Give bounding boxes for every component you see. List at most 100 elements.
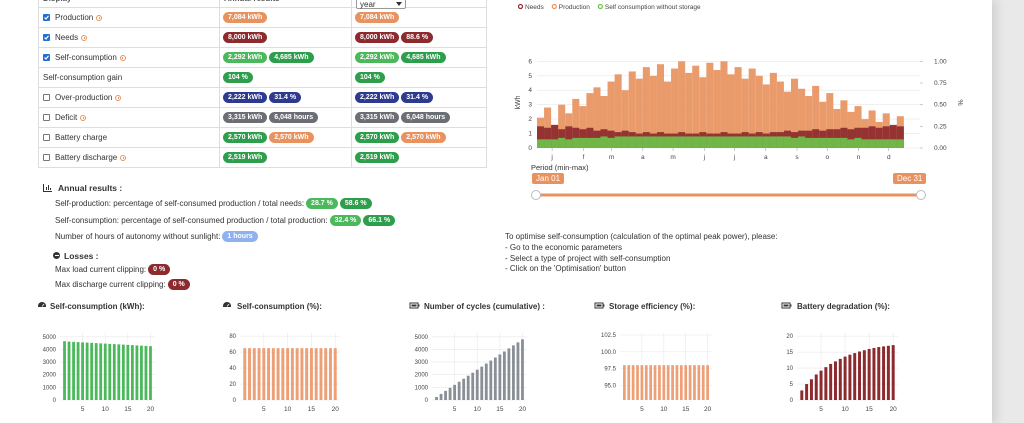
data-bar: [649, 75, 657, 148]
label-cell: Battery discharge: [38, 148, 220, 167]
data-bar: [572, 137, 580, 148]
badge: 6,048 hours: [401, 112, 451, 123]
bar: [858, 351, 862, 400]
data-bar: [805, 137, 813, 148]
badge: 4,685 kWh: [401, 52, 446, 63]
bar: [833, 361, 837, 400]
data-bar: [812, 137, 820, 148]
y-tick-label: 97.5: [604, 367, 616, 373]
y-tick-label: 95.0: [604, 383, 616, 389]
data-bar: [868, 139, 876, 148]
badge: 7,084 kWh: [223, 12, 268, 23]
data-bar: [642, 136, 650, 148]
bar: [305, 348, 309, 400]
x-tick-label: a: [764, 154, 768, 161]
badge: 66.1 %: [363, 214, 396, 226]
row-label: Self-consumption gain: [43, 73, 123, 82]
badge: 4,685 kWh: [269, 52, 314, 63]
data-bar: [776, 136, 784, 148]
annual-line: Self-consumption: percentage of self-con…: [55, 214, 397, 226]
data-bar: [720, 136, 728, 148]
table-row: Self-consumption gain 104 % 104 %: [38, 68, 487, 88]
bar: [493, 357, 497, 400]
y-tick-label: 1: [528, 131, 532, 138]
data-bar: [558, 104, 566, 148]
data-bar: [882, 126, 890, 148]
checkbox[interactable]: [43, 54, 50, 61]
bar: [309, 348, 313, 400]
bar: [457, 381, 461, 400]
data-bar: [706, 136, 714, 148]
bar: [149, 346, 152, 400]
data-bar: [741, 78, 749, 148]
data-bar: [671, 68, 679, 148]
bar: [453, 384, 457, 400]
period-cell: 104 %: [352, 68, 487, 87]
table-row: Needs 8,000 kWh 8,000 kWh 88.6 %: [38, 28, 487, 48]
period-cell: 7,084 kWh: [352, 8, 487, 27]
badge: 28.7 %: [306, 198, 338, 209]
data-bar: [734, 67, 742, 148]
y-tick-label: 3000: [43, 360, 57, 366]
chart-title: Self-consumption (kWh):: [50, 302, 145, 311]
data-bar: [783, 91, 791, 148]
bar: [623, 365, 626, 400]
bar: [130, 345, 134, 400]
y-tick-label: 4: [528, 87, 532, 94]
badge: 2,292 kWh: [223, 52, 268, 63]
data-bar: [861, 139, 869, 148]
period-select[interactable]: year: [356, 0, 406, 9]
checkbox[interactable]: [43, 14, 50, 21]
checkbox[interactable]: [43, 114, 50, 121]
data-bar: [713, 70, 721, 148]
x-tick-label: 20: [704, 406, 712, 413]
badge: 1 hours: [222, 231, 258, 242]
bar: [862, 350, 866, 400]
checkbox[interactable]: [43, 134, 50, 141]
x-tick-label: o: [825, 154, 829, 161]
chart-title: Battery degradation (%):: [797, 302, 890, 311]
data-bar: [889, 124, 897, 148]
badge: 32.4 %: [329, 214, 362, 226]
y-tick-label: 15: [786, 350, 793, 356]
legend-label: Self consumption without storage: [605, 4, 701, 11]
slider-handle[interactable]: [916, 190, 926, 200]
y-tick-label: 102.5: [601, 333, 617, 339]
y-tick-label: 2000: [43, 373, 57, 379]
data-bar: [600, 96, 608, 148]
bar: [144, 345, 148, 400]
badge: 31.4 %: [401, 92, 434, 103]
y-tick-label: 5000: [43, 335, 57, 341]
bar: [295, 348, 299, 400]
badge: 31.4 %: [269, 92, 302, 103]
bar: [512, 345, 515, 400]
checkbox[interactable]: [43, 34, 50, 41]
bar: [701, 365, 705, 400]
bar: [248, 348, 251, 400]
annual-cell: 2,570 kWh 2,570 kWh: [220, 128, 352, 147]
data-bar: [769, 72, 777, 148]
annual-cell: 2,222 kWh 31.4 %: [220, 88, 352, 107]
bar: [480, 366, 484, 400]
data-bar: [663, 136, 672, 148]
y2-tick-label: 0.50: [934, 102, 947, 109]
data-bar: [727, 74, 735, 148]
data-bar: [748, 68, 756, 148]
bar: [121, 344, 125, 400]
checkbox[interactable]: [43, 154, 50, 161]
bar: [882, 346, 886, 400]
losses-line: Max load current clipping: 0 %: [55, 264, 172, 275]
data-bar: [614, 74, 622, 148]
data-bar: [727, 136, 735, 148]
slider-handle[interactable]: [531, 190, 541, 200]
checkbox[interactable]: [43, 94, 50, 101]
info-icon: [81, 34, 88, 41]
badge: 2,570 kWh: [355, 132, 400, 143]
data-bar: [551, 124, 559, 148]
bar: [271, 348, 275, 400]
x-tick-label: 5: [819, 406, 823, 413]
x-tick-label: 15: [308, 406, 316, 413]
annual-cell: 7,084 kWh: [220, 8, 352, 27]
data-bar: [678, 136, 686, 148]
data-bar: [776, 81, 784, 148]
